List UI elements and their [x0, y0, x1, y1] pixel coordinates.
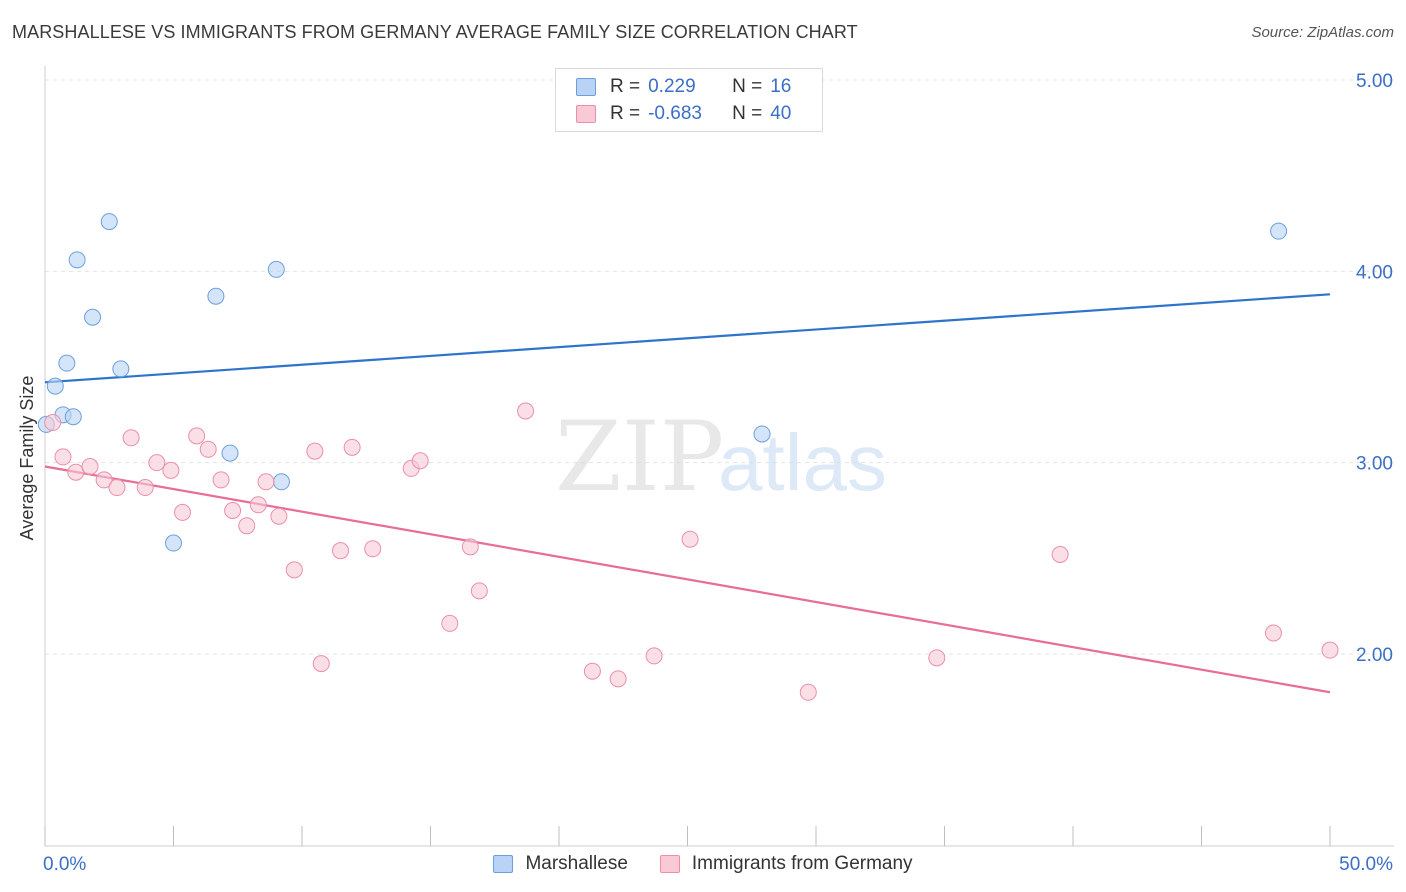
trend-line-marshallese — [44, 293, 1331, 384]
data-point-marshallese — [267, 260, 285, 278]
data-point-germany — [332, 542, 350, 560]
data-point-germany — [136, 479, 154, 497]
data-point-germany — [249, 496, 267, 514]
data-point-marshallese — [68, 251, 86, 269]
data-point-marshallese — [64, 408, 82, 426]
data-point-germany — [257, 473, 275, 491]
data-point-germany — [517, 402, 535, 420]
data-point-marshallese — [1270, 222, 1288, 240]
axes — [44, 66, 1394, 847]
data-point-germany — [364, 540, 382, 558]
legend-swatch-pink — [576, 105, 596, 123]
legend-row-germany: R = -0.683 N = 40 — [576, 102, 791, 126]
data-point-germany — [312, 655, 330, 673]
data-point-germany — [306, 442, 324, 460]
series-legend: Marshallese Immigrants from Germany — [0, 851, 1406, 877]
data-point-germany — [224, 502, 242, 519]
data-point-germany — [188, 427, 206, 445]
data-point-germany — [681, 530, 699, 548]
data-point-germany — [173, 503, 191, 521]
legend-label-marshallese: Marshallese — [525, 853, 628, 874]
data-point-germany — [95, 471, 113, 489]
y-tick-label: 4.00 — [1356, 262, 1393, 283]
data-points — [37, 213, 1339, 701]
legend-item-germany[interactable]: Immigrants from Germany — [659, 853, 913, 875]
legend-row-marshallese: R = 0.229 N = 16 — [576, 75, 791, 99]
data-point-marshallese — [165, 534, 182, 552]
legend-n-label: N = — [732, 103, 763, 124]
data-point-germany — [609, 670, 627, 688]
data-point-germany — [1264, 624, 1282, 642]
data-point-germany — [81, 457, 99, 475]
data-point-marshallese — [753, 425, 771, 443]
legend-r-value: 0.229 — [648, 76, 696, 97]
data-point-germany — [285, 561, 303, 579]
data-point-marshallese — [58, 354, 76, 372]
data-point-germany — [54, 448, 72, 466]
x-tick-label-start: 0.0% — [43, 854, 86, 875]
data-point-germany — [199, 440, 217, 458]
correlation-legend: R = 0.229 N = 16 R = -0.683 N = 40 — [555, 68, 823, 132]
data-point-germany — [238, 517, 256, 535]
y-tick-label: 2.00 — [1356, 645, 1393, 666]
legend-n-label: N = — [732, 76, 763, 97]
data-point-germany — [343, 438, 361, 456]
data-point-germany — [1051, 546, 1069, 564]
legend-label-germany: Immigrants from Germany — [691, 853, 913, 874]
watermark-atlas: atlas — [718, 418, 887, 507]
legend-r-label: R = — [610, 103, 641, 124]
data-point-germany — [44, 413, 62, 431]
data-point-germany — [162, 461, 180, 479]
data-point-germany — [470, 582, 488, 600]
y-tick-label: 3.00 — [1356, 454, 1393, 475]
watermark-zip: ZIP — [555, 401, 724, 513]
data-point-germany — [1321, 641, 1339, 659]
data-point-germany — [212, 471, 230, 489]
data-point-germany — [799, 683, 817, 701]
data-point-marshallese — [221, 444, 239, 462]
data-point-germany — [148, 454, 166, 472]
data-point-marshallese — [100, 213, 118, 231]
legend-n-value: 40 — [770, 103, 792, 124]
data-point-germany — [122, 429, 140, 447]
data-point-germany — [67, 463, 85, 481]
data-point-germany — [583, 662, 601, 680]
data-point-marshallese — [84, 308, 102, 326]
legend-swatch-blue — [493, 855, 514, 873]
data-point-marshallese — [207, 287, 225, 305]
data-point-germany — [270, 507, 288, 525]
y-axis-label: Average Family Size — [17, 376, 37, 541]
data-point-germany — [108, 479, 126, 497]
data-point-germany — [461, 538, 479, 556]
legend-swatch-blue — [576, 78, 596, 96]
data-point-germany — [441, 614, 459, 632]
legend-n-value: 16 — [770, 76, 792, 97]
data-point-germany — [411, 452, 429, 470]
data-point-germany — [645, 647, 663, 665]
tick-labels: 2.00 3.00 4.00 5.00 0.0% 50.0% — [43, 71, 1393, 875]
legend-swatch-pink — [659, 855, 680, 873]
x-tick-label-end: 50.0% — [1339, 854, 1393, 875]
y-tick-label: 5.00 — [1356, 71, 1393, 92]
legend-item-marshallese[interactable]: Marshallese — [493, 853, 628, 875]
legend-r-label: R = — [610, 76, 641, 97]
data-point-marshallese — [46, 377, 64, 395]
gridlines — [45, 79, 1394, 655]
chart-title: MARSHALLESE VS IMMIGRANTS FROM GERMANY A… — [12, 22, 858, 42]
data-point-marshallese — [272, 473, 290, 491]
data-point-germany — [928, 649, 946, 667]
source-credit: Source: ZipAtlas.com — [1251, 24, 1394, 41]
legend-r-value: -0.683 — [648, 103, 702, 124]
data-point-marshallese — [112, 360, 130, 378]
